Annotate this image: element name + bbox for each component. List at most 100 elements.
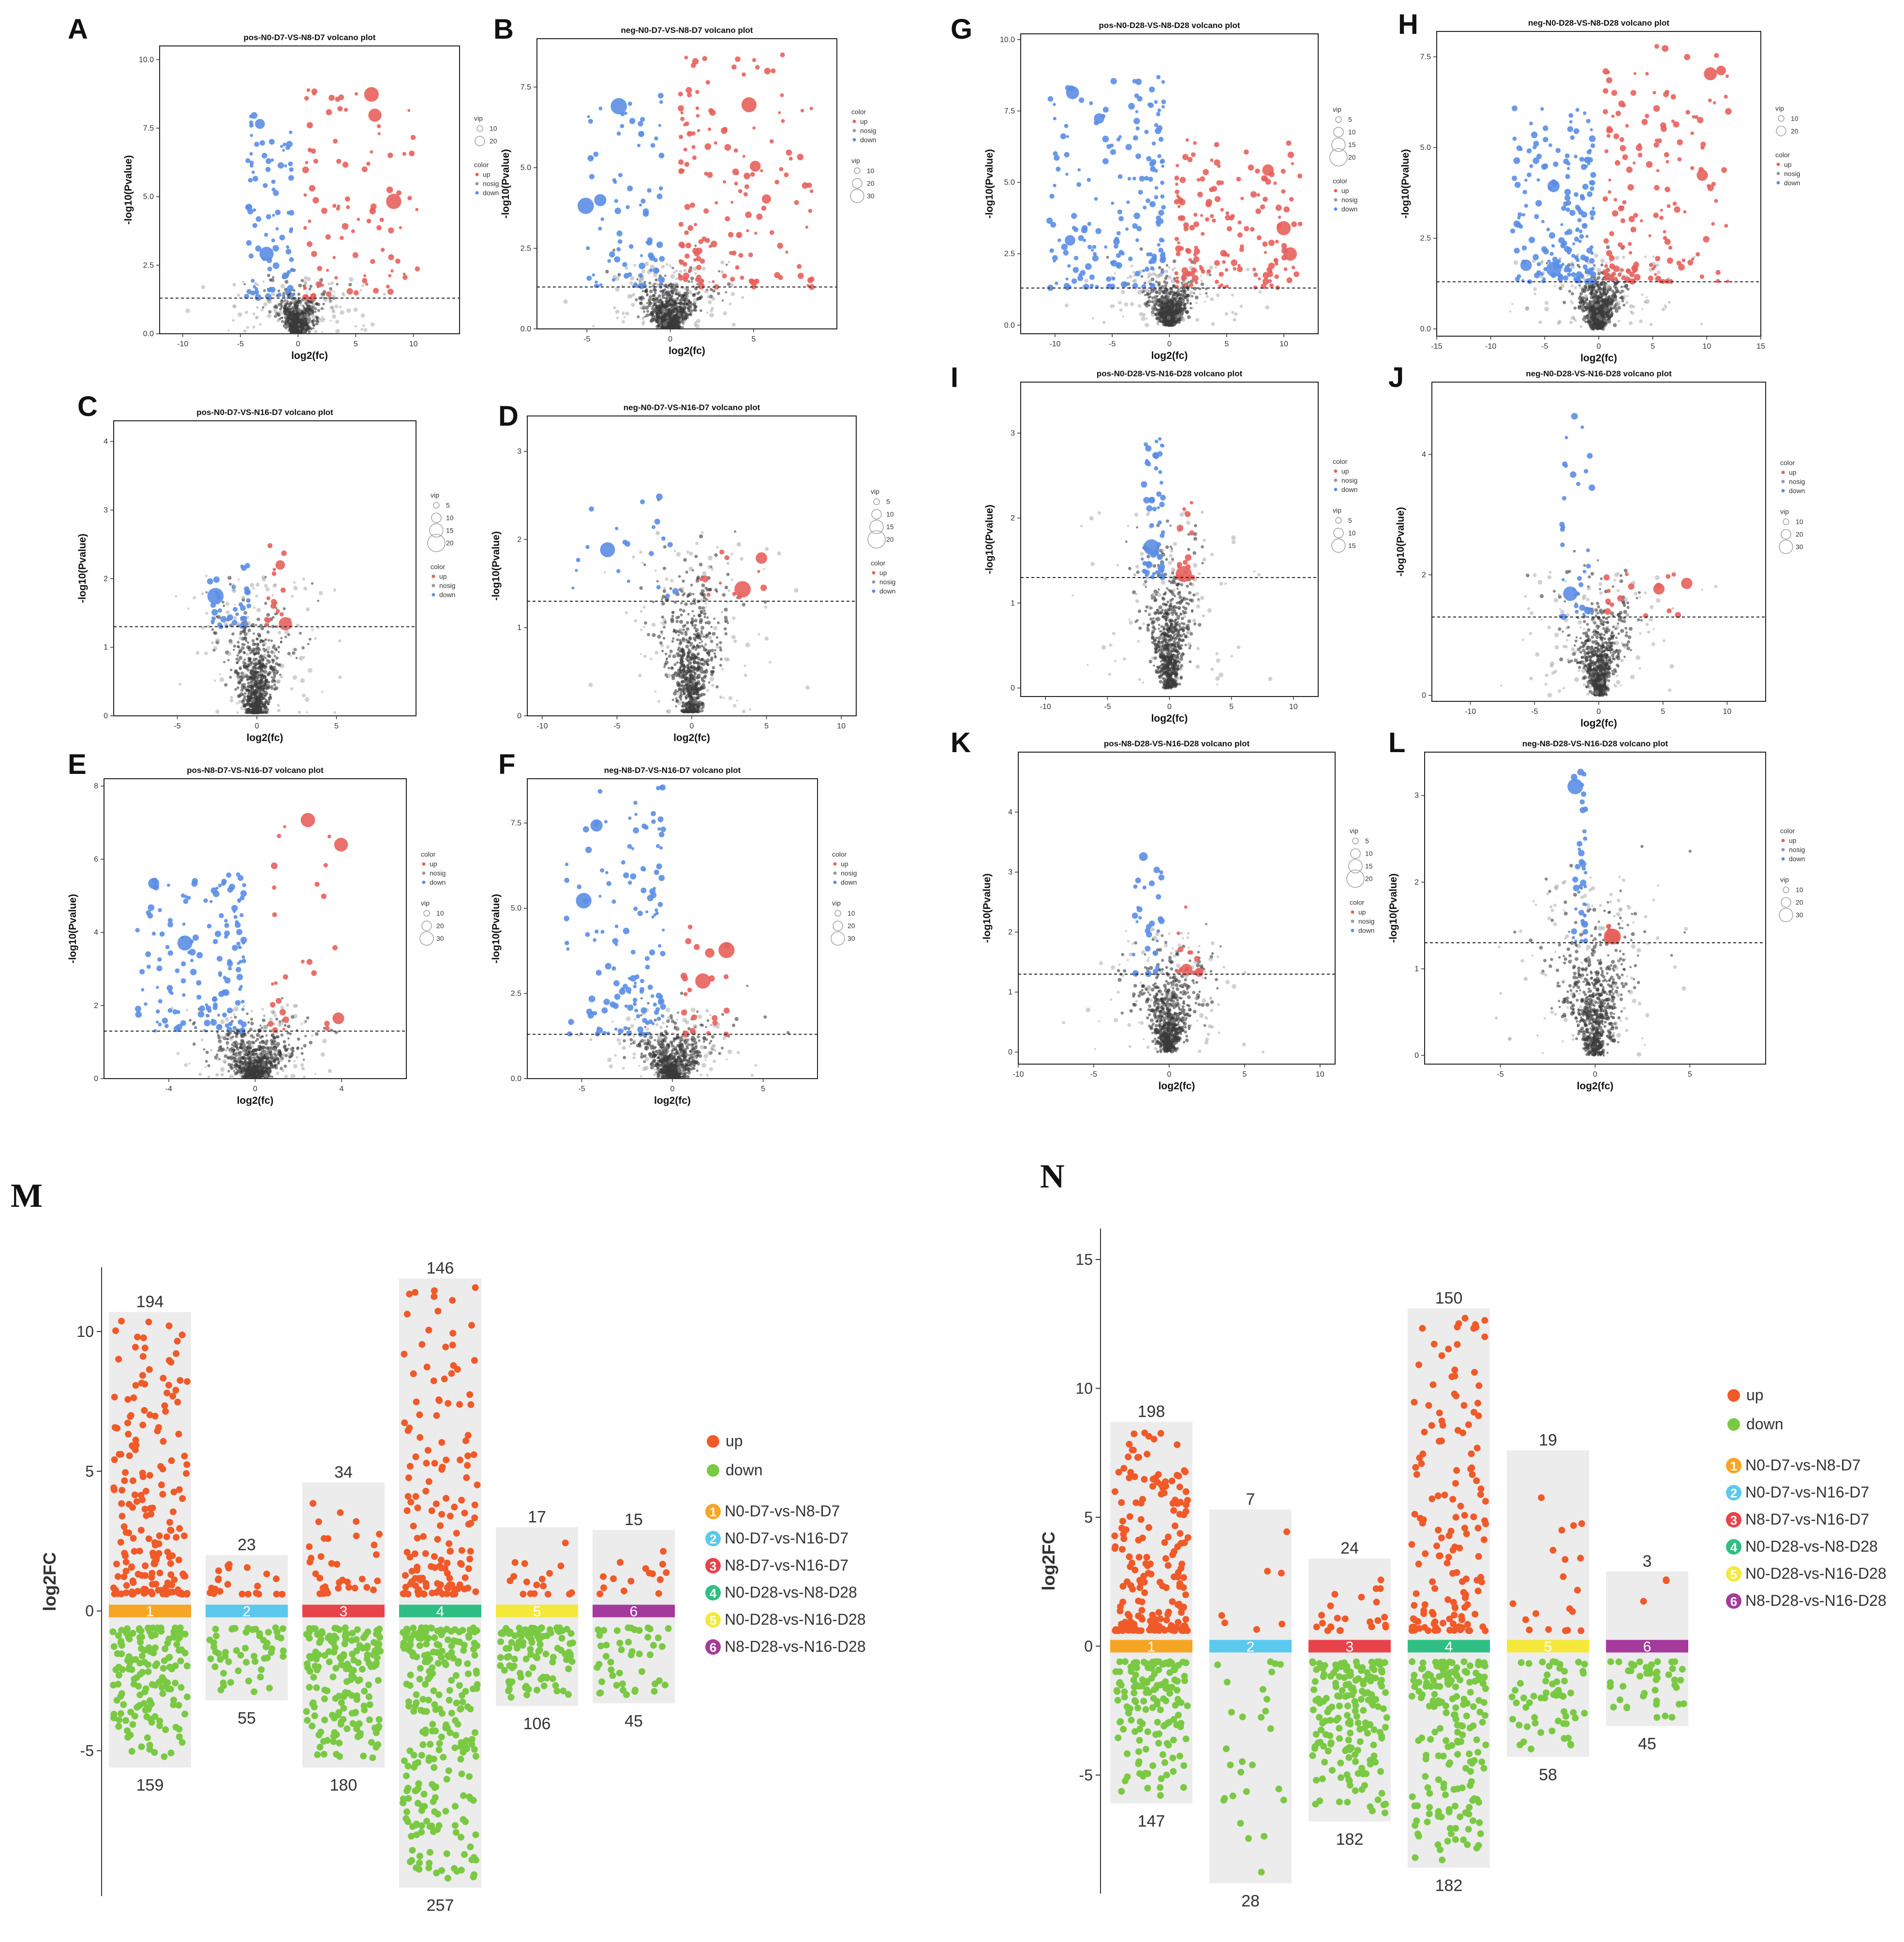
nosig-point bbox=[646, 293, 649, 296]
nosig-point bbox=[302, 693, 306, 697]
up-point bbox=[746, 229, 749, 233]
nosig-point bbox=[693, 305, 698, 309]
nosig-point bbox=[675, 697, 678, 700]
nosig-point bbox=[253, 706, 256, 709]
down-point bbox=[144, 1002, 148, 1006]
up-point bbox=[760, 584, 767, 591]
nosig-point bbox=[669, 587, 672, 590]
up-point bbox=[750, 161, 761, 172]
nosig-point bbox=[641, 562, 644, 564]
legend-title: vip bbox=[851, 157, 860, 164]
down-point bbox=[156, 986, 159, 989]
nosig-point bbox=[254, 624, 257, 626]
nosig-point bbox=[272, 1047, 277, 1052]
nosig-point bbox=[301, 320, 306, 325]
up-point bbox=[744, 184, 749, 189]
nosig-point bbox=[605, 269, 609, 274]
up-point bbox=[708, 127, 712, 131]
nosig-point bbox=[259, 1072, 263, 1076]
nosig-point bbox=[733, 639, 737, 643]
nosig-point bbox=[310, 327, 313, 331]
nosig-point bbox=[656, 284, 659, 287]
nosig-point bbox=[592, 325, 595, 327]
down-point bbox=[266, 214, 271, 220]
up-point bbox=[730, 201, 734, 204]
nosig-point bbox=[293, 586, 298, 591]
nosig-point bbox=[215, 1073, 219, 1077]
up-point bbox=[682, 169, 685, 172]
nosig-point bbox=[242, 1005, 245, 1008]
panel-letter: E bbox=[68, 749, 87, 780]
nosig-point bbox=[698, 606, 702, 610]
nosig-point bbox=[712, 632, 716, 636]
down-point bbox=[288, 161, 293, 166]
up-point bbox=[267, 543, 273, 549]
nosig-point bbox=[727, 589, 730, 593]
nosig-point bbox=[290, 654, 292, 657]
nosig-point bbox=[686, 313, 690, 317]
nosig-point bbox=[719, 641, 722, 645]
nosig-point bbox=[641, 269, 646, 274]
nosig-point bbox=[683, 558, 687, 562]
nosig-point bbox=[253, 1048, 258, 1052]
y-axis-label: -log10(Pvalue) bbox=[491, 531, 502, 601]
down-point bbox=[148, 904, 155, 911]
nosig-point bbox=[721, 668, 724, 671]
nosig-point bbox=[295, 330, 298, 334]
up-point bbox=[797, 272, 804, 279]
up-point bbox=[735, 265, 740, 270]
down-point bbox=[616, 569, 621, 574]
up-point bbox=[690, 202, 695, 208]
nosig-point bbox=[237, 645, 240, 648]
down-point bbox=[289, 257, 294, 262]
up-point bbox=[332, 945, 338, 950]
down-point bbox=[616, 131, 621, 136]
nosig-point bbox=[693, 633, 696, 636]
nosig-point bbox=[678, 305, 682, 309]
nosig-point bbox=[271, 667, 275, 671]
up-point bbox=[279, 612, 284, 617]
nosig-point bbox=[246, 1012, 249, 1015]
nosig-point bbox=[261, 1042, 264, 1045]
up-point bbox=[390, 269, 394, 273]
up-point bbox=[784, 172, 789, 178]
nosig-point bbox=[692, 644, 696, 648]
legend-size-circle bbox=[852, 178, 863, 189]
nosig-point bbox=[242, 1043, 247, 1048]
nosig-point bbox=[251, 676, 255, 681]
down-point bbox=[246, 240, 252, 246]
down-point bbox=[151, 932, 156, 936]
y-tick-label: 10.0 bbox=[139, 56, 154, 64]
down-point bbox=[265, 166, 271, 172]
nosig-point bbox=[185, 308, 190, 313]
nosig-point bbox=[234, 1063, 238, 1067]
nosig-point bbox=[269, 693, 272, 697]
nosig-point bbox=[695, 696, 699, 700]
up-point bbox=[321, 893, 327, 899]
down-point bbox=[232, 620, 238, 625]
nosig-point bbox=[233, 1013, 236, 1016]
down-point bbox=[157, 957, 162, 962]
up-point bbox=[742, 155, 745, 158]
nosig-point bbox=[673, 671, 677, 675]
nosig-point bbox=[261, 1008, 264, 1010]
down-point bbox=[166, 985, 173, 992]
down-point bbox=[249, 163, 253, 168]
up-point bbox=[683, 148, 687, 152]
down-point bbox=[172, 1009, 178, 1015]
down-point bbox=[233, 915, 238, 919]
nosig-point bbox=[708, 281, 711, 283]
up-point bbox=[321, 208, 327, 214]
up-point bbox=[326, 109, 332, 116]
panel-letter: F bbox=[498, 749, 515, 780]
down-point bbox=[672, 588, 679, 595]
nosig-point bbox=[765, 547, 769, 551]
down-point bbox=[651, 525, 656, 529]
nosig-point bbox=[640, 652, 642, 655]
nosig-point bbox=[290, 687, 294, 691]
x-axis-label: log2(fc) bbox=[247, 732, 283, 743]
nosig-point bbox=[262, 1024, 267, 1029]
nosig-point bbox=[683, 307, 686, 311]
nosig-point bbox=[625, 311, 629, 316]
nosig-point bbox=[322, 290, 327, 294]
